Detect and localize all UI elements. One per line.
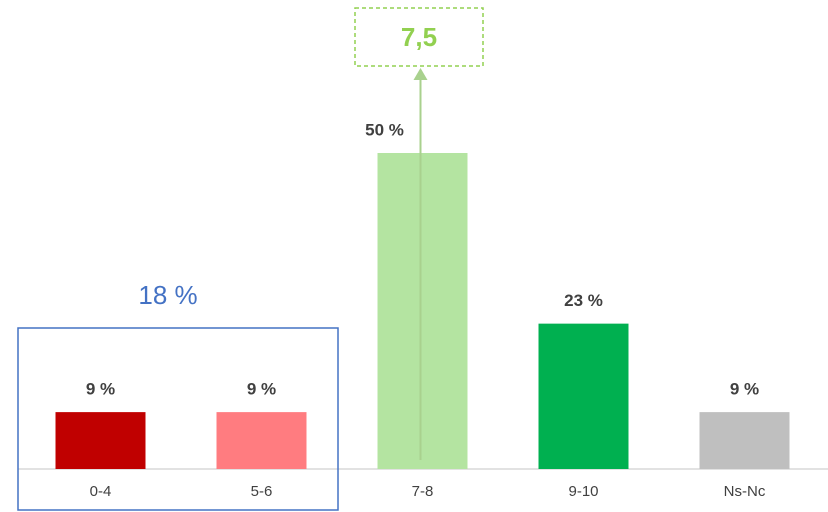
data-label: 23 %	[564, 291, 603, 310]
bar	[699, 412, 790, 469]
bar	[538, 323, 629, 469]
x-tick-label: 7-8	[412, 483, 434, 500]
x-tick-label: 0-4	[90, 483, 112, 500]
data-label: 50 %	[365, 120, 404, 139]
annotation: 7,5	[401, 22, 437, 52]
bar	[377, 153, 468, 469]
annotation: 18 %	[138, 280, 197, 310]
annotation-box	[354, 7, 484, 67]
x-tick-label: 9-10	[568, 483, 598, 500]
x-tick-label: 5-6	[251, 483, 273, 500]
bar	[216, 412, 307, 469]
data-label: 9 %	[86, 380, 115, 399]
data-label: 9 %	[730, 380, 759, 399]
group-box	[17, 327, 339, 511]
arrow-head	[413, 68, 428, 80]
bar	[55, 412, 146, 469]
data-label: 9 %	[247, 380, 276, 399]
x-tick-label: Ns-Nc	[724, 483, 766, 500]
